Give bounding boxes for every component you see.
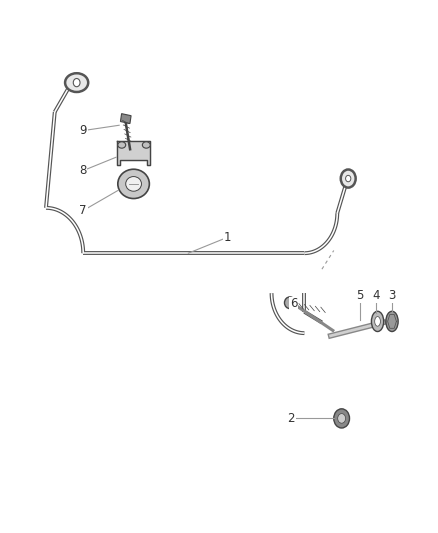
- Text: 6: 6: [290, 297, 297, 310]
- Ellipse shape: [126, 176, 141, 191]
- Ellipse shape: [65, 73, 88, 92]
- Ellipse shape: [118, 142, 126, 148]
- Text: 5: 5: [357, 289, 364, 302]
- Ellipse shape: [374, 317, 380, 326]
- Polygon shape: [117, 141, 150, 165]
- Circle shape: [341, 169, 356, 188]
- Text: 2: 2: [287, 412, 295, 425]
- Ellipse shape: [386, 311, 398, 332]
- Ellipse shape: [142, 142, 150, 148]
- Text: 4: 4: [372, 289, 380, 302]
- Ellipse shape: [73, 78, 80, 87]
- Circle shape: [334, 409, 350, 428]
- Circle shape: [338, 414, 346, 423]
- Text: 9: 9: [79, 124, 87, 137]
- Text: 3: 3: [389, 289, 396, 302]
- Text: 8: 8: [80, 164, 87, 177]
- Ellipse shape: [284, 297, 295, 309]
- Bar: [120, 114, 131, 124]
- Ellipse shape: [118, 169, 149, 199]
- Circle shape: [346, 175, 351, 182]
- Text: 7: 7: [79, 204, 87, 217]
- Ellipse shape: [371, 311, 384, 332]
- Text: 1: 1: [224, 231, 232, 244]
